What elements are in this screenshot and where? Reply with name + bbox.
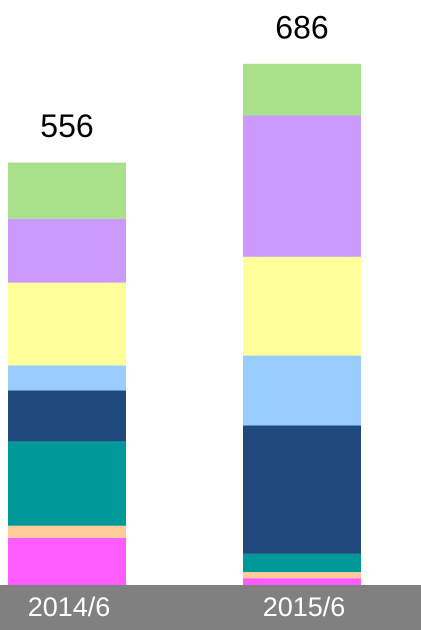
bar-segment (243, 256, 361, 356)
x-tick-label: 2015/6 (263, 592, 346, 622)
total-label: 686 (275, 9, 328, 45)
bar-segment (243, 572, 361, 579)
bar-segment (243, 355, 361, 426)
bar-segment (8, 365, 126, 391)
x-tick-label: 2014/6 (28, 592, 111, 622)
total-label: 556 (40, 108, 93, 144)
bar-segment (8, 218, 126, 283)
bar-segment (8, 282, 126, 366)
bar-segment (8, 525, 126, 538)
x-axis-band (0, 585, 421, 630)
bar-segment (8, 162, 126, 219)
bar-segment (8, 441, 126, 526)
bar-segment (243, 553, 361, 573)
bar-segment (8, 390, 126, 442)
bar-segment (243, 63, 361, 116)
bar-segment (8, 537, 126, 585)
bar-segment (243, 115, 361, 257)
bar-segment (243, 578, 361, 585)
bar-segment (243, 425, 361, 554)
